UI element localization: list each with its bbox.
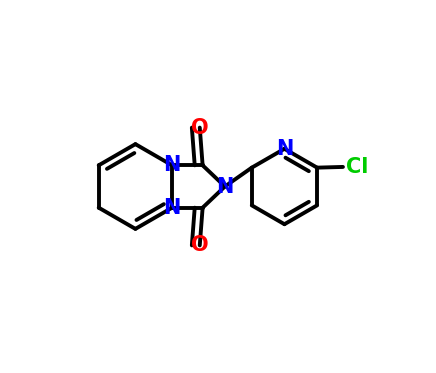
Text: O: O (191, 117, 208, 138)
Text: Cl: Cl (346, 157, 368, 177)
Text: N: N (164, 198, 181, 218)
Text: O: O (191, 235, 208, 256)
Text: N: N (164, 155, 181, 175)
Text: N: N (216, 176, 234, 197)
Text: N: N (276, 139, 293, 159)
